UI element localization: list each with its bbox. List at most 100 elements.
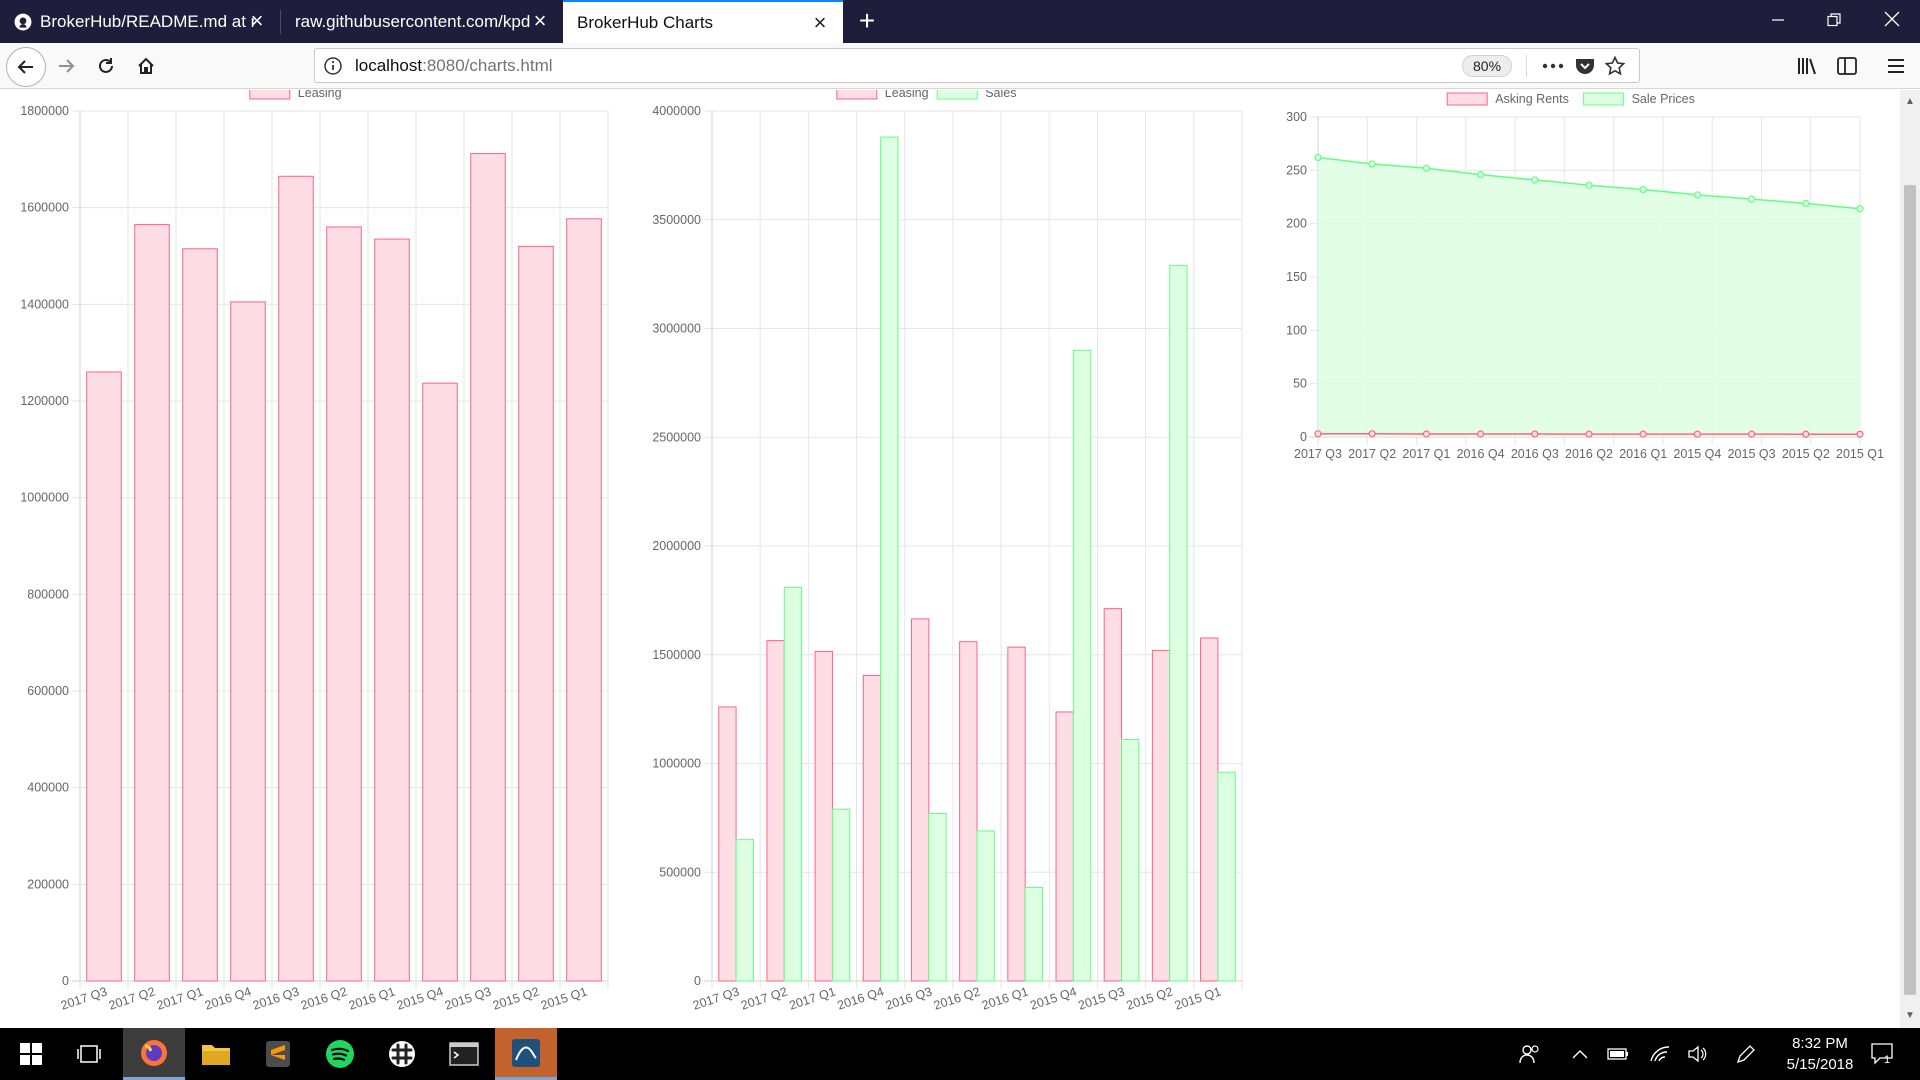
arrow-left-icon: [17, 60, 33, 74]
people-icon[interactable]: [1518, 1042, 1542, 1066]
x-tick-label: 2015 Q3: [1728, 447, 1776, 461]
y-tick-label: 2000000: [652, 539, 701, 553]
battery-icon[interactable]: [1606, 1042, 1630, 1066]
y-tick-label: 200000: [27, 877, 69, 891]
more-icon: [1542, 63, 1564, 69]
bar-leasing-2015-q4: [422, 382, 458, 982]
close-icon: [1884, 11, 1900, 27]
url-bar[interactable]: localhost:8080/charts.html 80%: [314, 48, 1640, 83]
taskbar-slack[interactable]: [371, 1028, 433, 1080]
pocket-button[interactable]: [1572, 54, 1598, 78]
url-text[interactable]: localhost:8080/charts.html: [355, 56, 553, 76]
leasing-bar-chart: 0 200000 400000 600000 800000 1000000 1200000 1…: [20, 90, 609, 1013]
pen-icon[interactable]: [1734, 1042, 1758, 1066]
taskbar-mysql-workbench[interactable]: [495, 1028, 557, 1080]
legend-label-asking-rents: Asking Rents: [1495, 92, 1569, 106]
bar-leasing-2016-q2: [326, 226, 362, 982]
star-icon: [1605, 56, 1625, 76]
bar-sales-2016-q1: [1024, 886, 1044, 982]
chevron-up-icon[interactable]: [1568, 1042, 1592, 1066]
bar-leasing-2016-q2: [959, 641, 978, 982]
scrollbar-thumb[interactable]: [1904, 185, 1916, 995]
page-actions-button[interactable]: [1540, 54, 1566, 78]
tab-raw-github[interactable]: raw.githubusercontent.com/kpdebr ×: [281, 0, 563, 43]
rents-prices-line-chart: 0 50 100 150 200 250 300 2017 Q3 2017 Q2 2017 Q1 2…: [1286, 92, 1884, 461]
y-tick-label: 300: [1286, 110, 1307, 124]
taskbar-firefox[interactable]: [123, 1028, 185, 1080]
bookmark-button[interactable]: [1602, 54, 1628, 78]
x-tick-label: 2016 Q1: [1619, 447, 1667, 461]
taskbar-sublime-text[interactable]: [247, 1028, 309, 1080]
sidebar-button[interactable]: [1830, 49, 1864, 83]
y-tick-label: 0: [62, 974, 69, 988]
close-icon[interactable]: ×: [813, 10, 827, 35]
scroll-up-arrow[interactable]: ▲: [1905, 96, 1915, 107]
tab-title: raw.githubusercontent.com/kpdebr: [295, 11, 531, 31]
close-icon[interactable]: ×: [250, 8, 264, 33]
task-view-button[interactable]: [58, 1028, 120, 1080]
action-center-button[interactable]: 1: [1868, 1042, 1898, 1066]
bar-sales-2015-q4: [1072, 349, 1092, 982]
point-sale-prices-2015-q2: [1802, 199, 1810, 208]
tab-brokerhub-charts[interactable]: BrokerHub Charts ×: [563, 0, 843, 43]
point-sale-prices-2017-q1: [1422, 164, 1431, 172]
tab-divider: [280, 10, 281, 34]
notification-icon: [1871, 1043, 1893, 1065]
back-button[interactable]: [6, 47, 46, 87]
restore-button[interactable]: [1806, 0, 1862, 43]
sublime-text-icon: [266, 1041, 290, 1067]
firefox-icon: [141, 1039, 167, 1066]
reload-icon: [99, 58, 113, 73]
bar-leasing-2017-q3: [86, 371, 122, 982]
minimize-icon: [1772, 19, 1784, 21]
pocket-icon: [1576, 59, 1594, 74]
scroll-down-arrow[interactable]: ▼: [1905, 1010, 1915, 1021]
reload-button[interactable]: [89, 49, 123, 83]
point-asking-rents-2017-q2: [1368, 430, 1376, 438]
bar-leasing-2016-q1: [374, 238, 410, 982]
point-sale-prices-2017-q3: [1314, 153, 1322, 162]
taskbar-terminal[interactable]: [433, 1028, 495, 1080]
x-tick-label: 2016 Q2: [1565, 447, 1613, 461]
point-asking-rents-2015-q4: [1693, 430, 1702, 438]
url-path: :8080/charts.html: [422, 56, 553, 75]
info-icon[interactable]: [323, 56, 343, 76]
minimize-button[interactable]: [1750, 0, 1806, 43]
start-button[interactable]: [0, 1028, 62, 1080]
new-tab-button[interactable]: +: [858, 5, 876, 36]
volume-icon[interactable]: [1686, 1042, 1710, 1066]
y-tick-label: 0: [694, 974, 701, 988]
y-tick-label: 1800000: [20, 104, 69, 118]
navigation-toolbar: localhost:8080/charts.html 80%: [0, 43, 1920, 89]
close-icon[interactable]: ×: [533, 8, 547, 33]
browser-tab-bar: BrokerHub/README.md at ma × raw.githubus…: [0, 0, 1920, 43]
point-asking-rents-2015-q2: [1802, 430, 1810, 438]
y-tick-label: 1200000: [20, 394, 69, 408]
library-button[interactable]: [1790, 49, 1824, 83]
taskbar-spotify[interactable]: [309, 1028, 371, 1080]
hamburger-menu-icon: [1888, 59, 1904, 73]
close-window-button[interactable]: [1864, 0, 1920, 43]
bar-sales-2016-q3: [928, 813, 947, 982]
bar-leasing-2017-q1: [182, 248, 218, 982]
legend-label-sales: Sales: [985, 90, 1016, 100]
y-tick-label: 3000000: [652, 322, 701, 336]
forward-button[interactable]: [49, 49, 83, 83]
spotify-icon: [326, 1040, 354, 1068]
vertical-scrollbar[interactable]: ▲ ▼: [1900, 90, 1920, 1028]
y-tick-label: 200: [1286, 217, 1307, 231]
y-tick-label: 2500000: [652, 430, 701, 444]
zoom-level-badge[interactable]: 80%: [1462, 55, 1513, 77]
taskbar-file-explorer[interactable]: [185, 1028, 247, 1080]
restore-icon: [1827, 13, 1841, 27]
leasing-sales-bar-chart: 0 500000 1000000 1500000 2000000 2500000 30000…: [652, 90, 1243, 1013]
tab-readme[interactable]: BrokerHub/README.md at ma ×: [0, 0, 280, 43]
home-button[interactable]: [129, 49, 163, 83]
wifi-icon[interactable]: [1648, 1042, 1672, 1066]
point-asking-rents-2017-q1: [1422, 430, 1431, 438]
system-clock[interactable]: 8:32 PM 5/15/2018: [1770, 1033, 1870, 1075]
bar-sales-2015-q3: [1121, 739, 1140, 982]
legend-label-leasing: Leasing: [885, 90, 929, 100]
menu-button[interactable]: [1879, 49, 1913, 83]
legend-swatch-sale-prices: [1583, 92, 1625, 106]
